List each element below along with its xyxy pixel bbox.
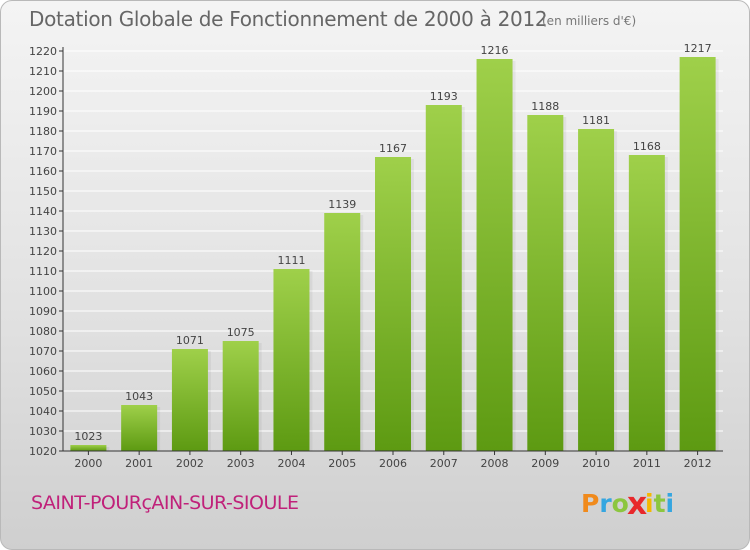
bar	[527, 115, 564, 451]
bar-value-label: 1111	[277, 254, 305, 267]
x-tick-label: 2006	[379, 457, 407, 470]
bar	[273, 269, 310, 451]
y-tick-label: 1150	[29, 185, 57, 198]
y-tick-label: 1140	[29, 205, 57, 218]
x-tick-label: 2012	[684, 457, 712, 470]
bar-value-label: 1071	[176, 334, 204, 347]
bar	[425, 105, 462, 451]
bar-value-label: 1217	[684, 42, 712, 55]
logo-letter: r	[599, 489, 612, 518]
y-tick-label: 1120	[29, 245, 57, 258]
x-tick-label: 2004	[277, 457, 305, 470]
y-tick-label: 1210	[29, 65, 57, 78]
logo-letter: x	[626, 485, 648, 522]
y-tick-label: 1070	[29, 345, 57, 358]
y-tick-label: 1090	[29, 305, 57, 318]
proxiti-logo: Proxiti	[581, 485, 675, 521]
y-tick-label: 1030	[29, 425, 57, 438]
y-tick-label: 1110	[29, 265, 57, 278]
bar	[476, 59, 513, 451]
y-tick-label: 1100	[29, 285, 57, 298]
y-tick-label: 1130	[29, 225, 57, 238]
x-tick-label: 2000	[74, 457, 102, 470]
y-tick-label: 1160	[29, 165, 57, 178]
logo-letter: t	[653, 489, 666, 518]
bar-value-label: 1193	[430, 90, 458, 103]
bar	[171, 349, 208, 451]
bar	[578, 129, 615, 451]
y-tick-label: 1040	[29, 405, 57, 418]
y-tick-label: 1190	[29, 105, 57, 118]
logo-letter: i	[665, 489, 675, 518]
y-tick-label: 1080	[29, 325, 57, 338]
bar-value-label: 1188	[531, 100, 559, 113]
y-tick-label: 1050	[29, 385, 57, 398]
bar	[70, 445, 107, 451]
commune-name: SAINT-POURçAIN-SUR-SIOULE	[31, 492, 299, 514]
x-tick-label: 2001	[125, 457, 153, 470]
bar-value-label: 1167	[379, 142, 407, 155]
logo-letter: i	[645, 489, 654, 518]
x-tick-label: 2007	[430, 457, 458, 470]
y-tick-label: 1060	[29, 365, 57, 378]
x-tick-label: 2011	[633, 457, 661, 470]
bar	[679, 57, 716, 451]
bar	[628, 155, 665, 451]
bar-value-label: 1181	[582, 114, 610, 127]
y-tick-label: 1020	[29, 445, 57, 458]
y-tick-label: 1220	[29, 45, 57, 58]
x-tick-label: 2002	[176, 457, 204, 470]
chart-title: Dotation Globale de Fonctionnement de 20…	[29, 7, 548, 31]
y-tick-label: 1200	[29, 85, 57, 98]
chart-unit: (en milliers d'€)	[542, 14, 637, 28]
logo-letter: o	[611, 489, 629, 518]
bar-value-label: 1168	[633, 140, 661, 153]
bar-value-label: 1216	[481, 44, 509, 57]
bar-value-label: 1075	[227, 326, 255, 339]
bar-value-label: 1023	[74, 430, 102, 443]
bar	[121, 405, 158, 451]
y-tick-label: 1180	[29, 125, 57, 138]
y-tick-label: 1170	[29, 145, 57, 158]
bar-value-label: 1043	[125, 390, 153, 403]
x-tick-label: 2010	[582, 457, 610, 470]
x-tick-label: 2003	[227, 457, 255, 470]
x-tick-label: 2008	[481, 457, 509, 470]
bar	[324, 213, 361, 451]
bar-value-label: 1139	[328, 198, 356, 211]
bar	[375, 157, 411, 451]
logo-letter: P	[581, 489, 600, 518]
x-tick-label: 2009	[531, 457, 559, 470]
bar	[222, 341, 259, 451]
x-tick-label: 2005	[328, 457, 356, 470]
